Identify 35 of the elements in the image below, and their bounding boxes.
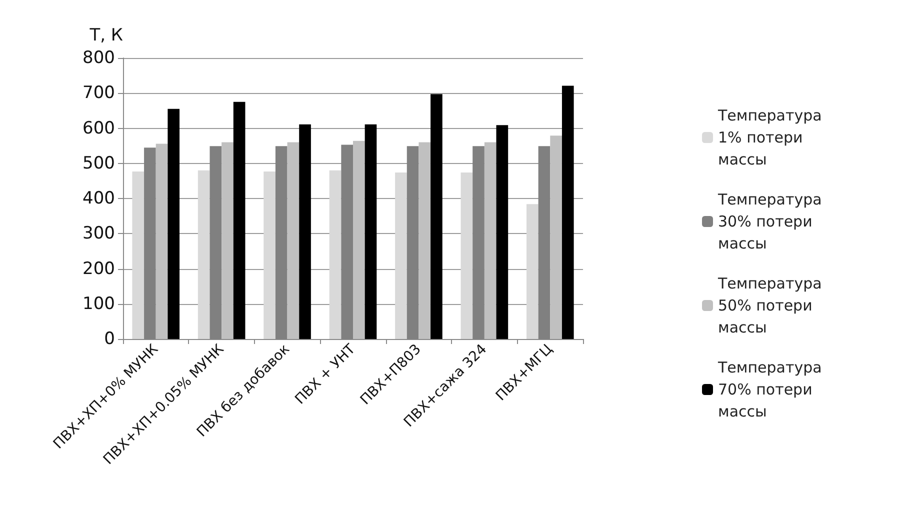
bar [329, 170, 342, 339]
bar [550, 136, 562, 339]
bar [233, 102, 246, 339]
legend-label: Температура 30% потери массы [717, 190, 827, 252]
bar [168, 108, 180, 339]
y-tick-label: 600 [82, 118, 115, 138]
bar [353, 140, 365, 339]
y-tick-label: 400 [82, 188, 115, 208]
bar [364, 124, 377, 339]
y-tick-label: 0 [104, 329, 115, 349]
bar [395, 172, 407, 339]
legend-label: Температура 1% потери массы [717, 106, 827, 168]
bar [526, 204, 538, 339]
y-tick-label: 500 [82, 153, 115, 174]
legend-label: Температура 70% потери массы [717, 358, 827, 420]
y-axis-title: Т, К [88, 26, 123, 46]
y-tick-label: 100 [82, 294, 115, 314]
bar [264, 171, 276, 339]
y-tick-label: 200 [82, 258, 115, 279]
bar [484, 142, 496, 339]
bar [460, 172, 473, 339]
bar [299, 124, 311, 339]
bar [198, 170, 210, 339]
bar [132, 171, 144, 339]
bar [418, 142, 431, 339]
bar [496, 125, 508, 339]
bar [430, 94, 442, 339]
y-tick-label: 800 [82, 48, 115, 68]
bar [222, 142, 234, 339]
bar [156, 144, 168, 339]
legend-label: Температура 50% потери массы [717, 274, 827, 336]
bar [287, 142, 300, 339]
y-tick-label: 700 [82, 83, 115, 104]
bar [562, 86, 574, 339]
y-tick-label: 300 [82, 224, 115, 244]
